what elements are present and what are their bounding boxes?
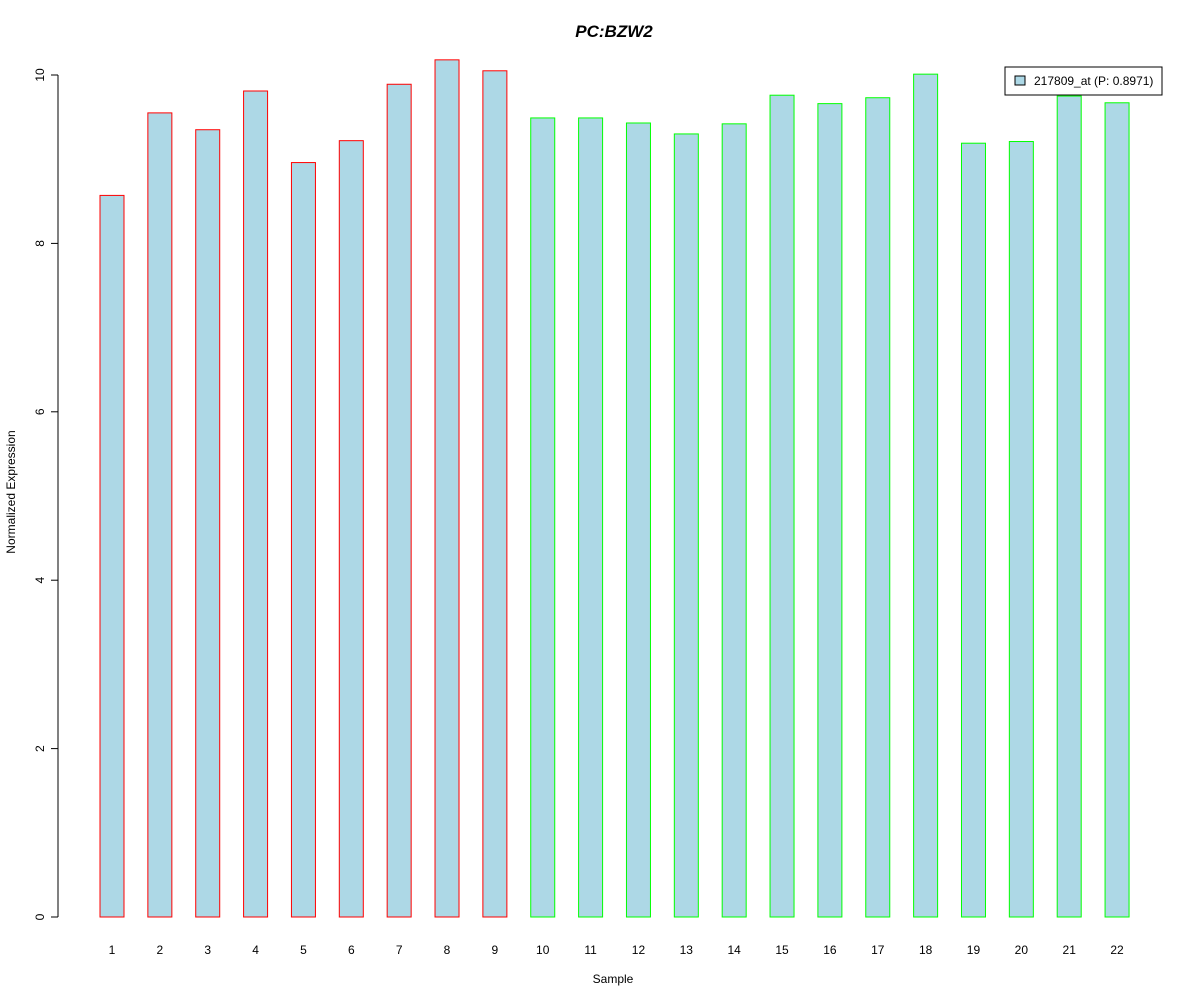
bar-sample-3 bbox=[195, 129, 221, 918]
bar-sample-7 bbox=[386, 83, 412, 918]
x-tick-label: 2 bbox=[157, 943, 164, 957]
x-tick-label: 10 bbox=[536, 943, 550, 957]
bar-sample-17 bbox=[865, 97, 891, 918]
x-tick-label: 6 bbox=[348, 943, 355, 957]
x-axis-label: Sample bbox=[593, 972, 634, 986]
legend-box bbox=[1004, 66, 1163, 96]
bars bbox=[99, 59, 1130, 918]
bar-sample-14 bbox=[721, 123, 747, 918]
x-tick-label: 14 bbox=[728, 943, 742, 957]
x-tick-label: 21 bbox=[1063, 943, 1077, 957]
bar-sample-5 bbox=[290, 162, 316, 918]
y-axis-label: Normalized Expression bbox=[4, 430, 18, 553]
bar-sample-20 bbox=[1008, 141, 1034, 918]
bar-sample-15 bbox=[769, 94, 795, 918]
bar-sample-22 bbox=[1104, 102, 1130, 918]
x-tick-label: 15 bbox=[775, 943, 789, 957]
x-tick-label: 11 bbox=[584, 943, 597, 957]
y-tick-label: 8 bbox=[33, 240, 47, 247]
y-tick-label: 4 bbox=[33, 577, 47, 584]
x-tick-label: 18 bbox=[919, 943, 933, 957]
x-tick-label: 8 bbox=[444, 943, 451, 957]
bar-sample-19 bbox=[960, 142, 986, 918]
legend: 217809_at (P: 0.8971) bbox=[1004, 66, 1163, 96]
bar-sample-21 bbox=[1056, 95, 1082, 918]
x-tick-label: 3 bbox=[204, 943, 211, 957]
bar-sample-4 bbox=[243, 90, 269, 918]
bar-sample-11 bbox=[578, 117, 604, 918]
bar-sample-8 bbox=[434, 59, 460, 918]
bar-sample-1 bbox=[99, 194, 125, 918]
x-tick-label: 16 bbox=[823, 943, 837, 957]
legend-swatch bbox=[1014, 75, 1026, 86]
x-tick-label: 1 bbox=[109, 943, 116, 957]
x-tick-label: 19 bbox=[967, 943, 981, 957]
x-tick-label: 13 bbox=[680, 943, 694, 957]
bar-sample-13 bbox=[673, 133, 699, 918]
y-tick-label: 2 bbox=[33, 745, 47, 752]
x-tick-label: 12 bbox=[632, 943, 646, 957]
x-tick-label: 5 bbox=[300, 943, 307, 957]
bar-sample-18 bbox=[913, 73, 939, 918]
bar-sample-9 bbox=[482, 70, 508, 918]
bar-sample-2 bbox=[147, 112, 173, 918]
x-tick-label: 20 bbox=[1015, 943, 1029, 957]
bar-sample-12 bbox=[625, 122, 651, 918]
x-axis: 1 2 3 4 5 6 7 8 9 10 11 12 13 14 15 16 17 18 19 20 21 22 bbox=[109, 943, 1124, 957]
x-tick-label: 22 bbox=[1110, 943, 1124, 957]
x-tick-label: 17 bbox=[871, 943, 885, 957]
y-tick-label: 0 bbox=[33, 913, 47, 920]
bar-sample-16 bbox=[817, 103, 843, 918]
bar-sample-10 bbox=[530, 117, 556, 918]
y-axis: 0 2 4 6 8 10 bbox=[33, 68, 59, 920]
x-tick-label: 9 bbox=[492, 943, 499, 957]
chart-title: PC:BZW2 bbox=[575, 22, 653, 41]
x-tick-label: 4 bbox=[252, 943, 259, 957]
bar-sample-6 bbox=[338, 140, 364, 918]
x-tick-label: 7 bbox=[396, 943, 403, 957]
y-tick-label: 10 bbox=[33, 68, 47, 82]
legend-label: 217809_at (P: 0.8971) bbox=[1034, 74, 1153, 88]
y-tick-label: 6 bbox=[33, 408, 47, 415]
